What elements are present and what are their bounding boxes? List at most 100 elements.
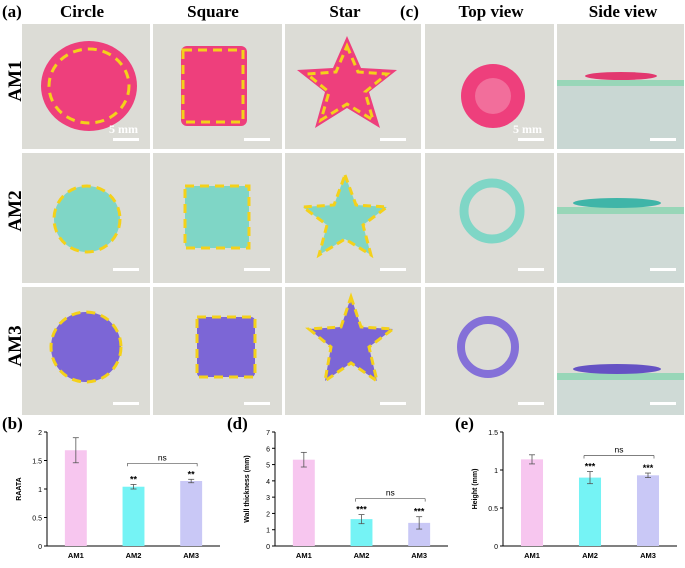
hydrogel-shape: [197, 317, 255, 377]
hydrogel-shape: [303, 175, 387, 255]
y-tick-label: 6: [266, 446, 270, 453]
column-header-top-view: Top view: [458, 2, 524, 21]
significance-label: ***: [585, 462, 596, 472]
photo-am3-square: [152, 286, 283, 416]
bar-am2: [350, 519, 373, 546]
photo-am3-star: [284, 286, 422, 416]
substrate: [557, 213, 684, 283]
y-tick-label: 0: [38, 544, 42, 551]
x-tick-label: AM2: [354, 551, 370, 560]
hydrogel-shape: [54, 186, 120, 252]
hydrogel-ring: [459, 178, 525, 244]
photo-am3-top-view: [424, 286, 555, 416]
hydrogel-shape: [297, 36, 397, 128]
y-tick-label: 0.5: [32, 516, 42, 523]
hydrogel-profile: [573, 364, 661, 374]
bar-am1: [520, 459, 544, 546]
scale-bar: [244, 268, 270, 271]
outline-shape: [49, 310, 123, 384]
x-tick-label: AM1: [68, 551, 84, 560]
hydrogel-profile: [573, 198, 661, 208]
x-tick-label: AM3: [640, 551, 656, 560]
scale-bar: [244, 138, 270, 141]
y-tick-label: 4: [266, 479, 270, 486]
x-tick-label: AM2: [582, 551, 598, 560]
chart-d: 0 1 2 3 4 5 6 7 Wall thickness (mm) AM1 AM2 *** AM3 *…: [228, 420, 456, 568]
panel-label-a: (a): [2, 2, 22, 21]
y-tick-label: 0: [494, 544, 498, 551]
y-tick-label: 1: [38, 487, 42, 494]
y-axis-label: Wall thickness (mm): [244, 455, 251, 522]
glass-slide: [557, 373, 684, 380]
bar-am1: [292, 459, 315, 546]
scale-bar-label: 5 mm: [109, 122, 138, 136]
photo-am3-circle: [21, 286, 151, 416]
photo-am1-side-view: [556, 23, 685, 150]
significance-label: ***: [643, 463, 654, 473]
bar-am1: [64, 450, 87, 546]
hydrogel-shape: [181, 46, 247, 126]
photo-am2-circle: [21, 152, 151, 284]
outline-shape: [52, 184, 122, 254]
bracket-label: ns: [386, 488, 395, 498]
y-tick-label: 1: [494, 468, 498, 475]
hydrogel-center: [475, 78, 511, 114]
scale-bar: [380, 268, 406, 271]
chart-b: 0 0.5 1 1.5 2 RAATA AM1 AM2 ** AM3 ** ns: [0, 420, 228, 568]
scale-bar-label: 5 mm: [513, 122, 542, 136]
y-tick-label: 2: [38, 430, 42, 437]
x-tick-label: AM1: [524, 551, 540, 560]
bar-am3: [636, 475, 660, 546]
photo-am2-side-view: [556, 152, 685, 284]
y-tick-label: 5: [266, 463, 270, 470]
photo-am1-square: [152, 23, 283, 150]
y-tick-label: 0.5: [488, 506, 498, 513]
y-tick-label: 1.5: [488, 430, 498, 437]
column-header-circle: Circle: [59, 2, 105, 21]
panel-label-e: (e): [455, 414, 474, 433]
outline-shape: [298, 170, 392, 259]
outline-shape: [303, 42, 391, 124]
chart-e: 0 0.5 1 1.5 Height (mm) AM1 AM2 *** AM3 *** ns: [456, 420, 685, 568]
hydrogel-profile: [585, 72, 657, 80]
column-header-star: Star: [329, 2, 361, 21]
hydrogel-shape: [41, 41, 137, 131]
bracket-label: ns: [158, 452, 167, 462]
scale-bar: [113, 268, 139, 271]
photo-am3-side-view: [556, 286, 685, 416]
column-header-square: Square: [187, 2, 239, 21]
panel-label-d: (d): [227, 414, 248, 433]
outline-shape: [47, 47, 131, 125]
scale-bar: [650, 138, 676, 141]
glass-slide: [557, 207, 684, 214]
photo-am2-square: [152, 152, 283, 284]
x-tick-label: AM3: [411, 551, 427, 560]
y-tick-label: 7: [266, 430, 270, 437]
outline-shape: [181, 48, 245, 124]
column-header-side-view: Side view: [588, 2, 658, 21]
bar-am3: [180, 481, 203, 546]
significance-label: ***: [356, 505, 367, 515]
y-axis-label: RAATA: [16, 477, 23, 500]
photo-am1-circle: [21, 23, 151, 150]
x-tick-label: AM2: [126, 551, 142, 560]
scale-bar: [113, 402, 139, 405]
significance-label: **: [188, 469, 196, 479]
bracket-label: ns: [615, 445, 624, 455]
photo-am2-top-view: [424, 152, 555, 284]
bar-am2: [578, 477, 602, 546]
hydrogel-shape: [51, 312, 121, 382]
scale-bar: [113, 138, 139, 141]
scale-bar: [380, 138, 406, 141]
y-tick-label: 1: [266, 528, 270, 535]
y-tick-label: 1.5: [32, 459, 42, 466]
panel-label-b: (b): [2, 414, 23, 433]
outline-shape: [183, 184, 251, 250]
x-tick-label: AM1: [296, 551, 312, 560]
y-tick-label: 2: [266, 511, 270, 518]
photo-am1-top-view: [424, 23, 555, 150]
glass-slide: [557, 80, 684, 86]
scale-bar: [518, 402, 544, 405]
hydrogel-shape: [185, 186, 249, 248]
y-tick-label: 3: [266, 495, 270, 502]
